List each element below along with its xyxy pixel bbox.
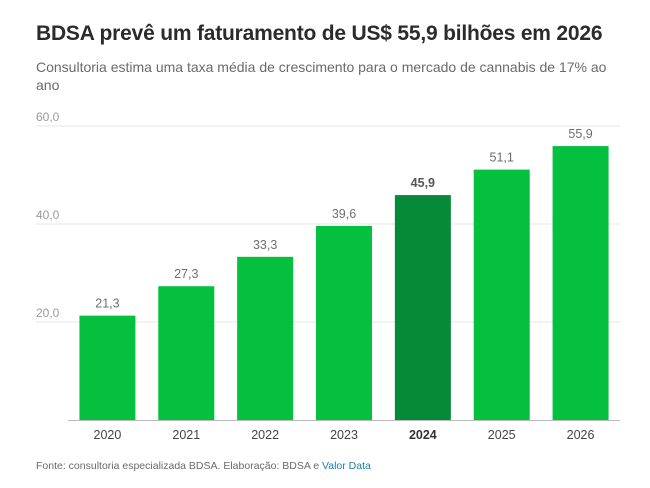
y-tick-label: 60,0	[36, 110, 60, 124]
chart-source: Fonte: consultoria especializada BDSA. E…	[36, 460, 371, 472]
bar-2024	[394, 195, 451, 420]
y-tick-label: 40,0	[36, 208, 60, 222]
chart-subtitle: Consultoria estima uma taxa média de cre…	[36, 59, 607, 93]
data-label-2024: 45,9	[411, 176, 435, 190]
x-tick-label-2026: 2026	[567, 428, 595, 442]
x-tick-label-2022: 2022	[251, 428, 279, 442]
data-label-2026: 55,9	[568, 127, 592, 141]
bar-2021	[158, 286, 215, 420]
data-label-2022: 33,3	[253, 238, 277, 252]
bar-2020	[79, 315, 136, 420]
bar-2022	[237, 256, 294, 420]
data-label-2020: 21,3	[95, 297, 119, 311]
data-labels: 21,3 27,3 33,3 39,6 45,9 51,1 55,9	[95, 127, 593, 311]
data-label-2023: 39,6	[332, 207, 356, 221]
bar-2026	[552, 146, 609, 420]
x-axis: 2020 2021 2022 2023 2024 2025 2026	[68, 420, 620, 442]
bar-2025	[473, 169, 530, 420]
data-label-2025: 51,1	[490, 151, 514, 165]
source-link[interactable]: Valor Data	[322, 460, 371, 472]
bar-2023	[316, 225, 372, 420]
y-tick-label: 20,0	[36, 306, 60, 320]
x-tick-label-2021: 2021	[172, 428, 200, 442]
x-tick-label-2023: 2023	[330, 428, 358, 442]
x-tick-label-2025: 2025	[488, 428, 516, 442]
y-axis: 20,0 40,0 60,0	[36, 110, 60, 320]
bars	[79, 146, 609, 420]
x-tick-label-2024: 2024	[409, 428, 437, 442]
data-label-2021: 27,3	[174, 267, 198, 281]
chart-title: BDSA prevê um faturamento de US$ 55,9 bi…	[36, 22, 603, 45]
source-text: Fonte: consultoria especializada BDSA. E…	[36, 460, 322, 472]
x-tick-label-2020: 2020	[94, 428, 122, 442]
